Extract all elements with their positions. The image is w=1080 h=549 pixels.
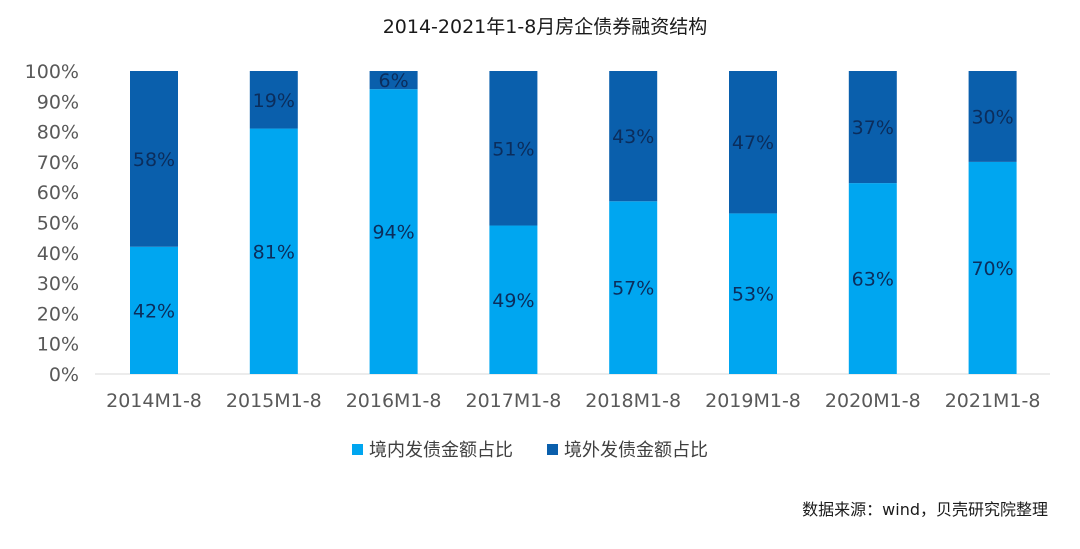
data-label: 43% (612, 126, 654, 148)
data-label: 30% (971, 106, 1013, 128)
data-label: 57% (612, 278, 654, 300)
legend-label-overseas: 境外发债金额占比 (564, 440, 708, 461)
data-label: 81% (253, 241, 295, 263)
data-label: 63% (852, 269, 894, 291)
source-note: 数据来源：wind，贝壳研究院整理 (802, 500, 1048, 519)
data-label: 51% (492, 138, 534, 160)
bar-domestic (848, 183, 897, 374)
y-axis: 0% 10% 20% 30% 40% 50% 60% 70% 80% 90% 100% (25, 61, 79, 386)
legend-label-domestic: 境内发债金额占比 (369, 440, 513, 461)
x-tick-label: 2021M1-8 (945, 390, 1041, 412)
y-tick-label: 100% (25, 61, 79, 83)
y-tick-label: 10% (37, 334, 79, 356)
y-tick-label: 80% (37, 122, 79, 144)
data-label: 94% (372, 222, 414, 244)
data-label: 53% (732, 284, 774, 306)
bar-overseas (609, 71, 658, 202)
y-tick-label: 90% (37, 91, 79, 113)
bar-overseas (130, 71, 178, 247)
x-tick-label: 2015M1-8 (226, 390, 322, 412)
legend-swatch-domestic (352, 444, 363, 455)
y-tick-label: 30% (37, 273, 79, 295)
data-label: 37% (852, 117, 894, 139)
bar-domestic (369, 89, 418, 375)
bar-domestic (968, 161, 1017, 374)
legend-swatch-overseas (547, 444, 558, 455)
data-label: 42% (133, 300, 175, 322)
bar-domestic (249, 128, 298, 374)
data-label: 6% (379, 70, 409, 92)
y-tick-label: 40% (37, 243, 79, 265)
y-tick-label: 20% (37, 303, 79, 325)
bar-domestic (489, 225, 538, 374)
bar-overseas (489, 71, 538, 226)
x-tick-label: 2018M1-8 (585, 390, 681, 412)
data-label: 47% (732, 132, 774, 154)
bar-overseas (968, 71, 1017, 162)
y-tick-label: 60% (37, 182, 79, 204)
bar-overseas (729, 71, 777, 214)
data-label: 58% (133, 149, 175, 171)
bar-domestic (130, 246, 178, 374)
bar-overseas (848, 71, 897, 184)
y-tick-label: 50% (37, 213, 79, 235)
bar-domestic (609, 201, 658, 374)
bar-domestic (729, 213, 777, 374)
y-tick-label: 0% (49, 364, 79, 386)
data-label: 70% (971, 258, 1013, 280)
x-tick-label: 2017M1-8 (466, 390, 562, 412)
legend: 境内发债金额占比 境外发债金额占比 (352, 440, 708, 461)
x-axis: 2014M1-8 2015M1-8 2016M1-8 2017M1-8 2018M1-8… (106, 390, 1040, 412)
data-label: 19% (253, 90, 295, 112)
bar-overseas (369, 71, 418, 90)
bars: 42% 58% 81% 19% 94% 6% 49% 51% 57% 43% 53% 47% 63% 37… (130, 70, 1017, 375)
chart-title: 2014-2021年1-8月房企债券融资结构 (383, 16, 708, 38)
data-label: 49% (492, 290, 534, 312)
x-tick-label: 2019M1-8 (705, 390, 801, 412)
x-tick-label: 2016M1-8 (346, 390, 442, 412)
x-tick-label: 2020M1-8 (825, 390, 921, 412)
x-tick-label: 2014M1-8 (106, 390, 202, 412)
y-tick-label: 70% (37, 152, 79, 174)
bar-overseas (249, 71, 298, 129)
